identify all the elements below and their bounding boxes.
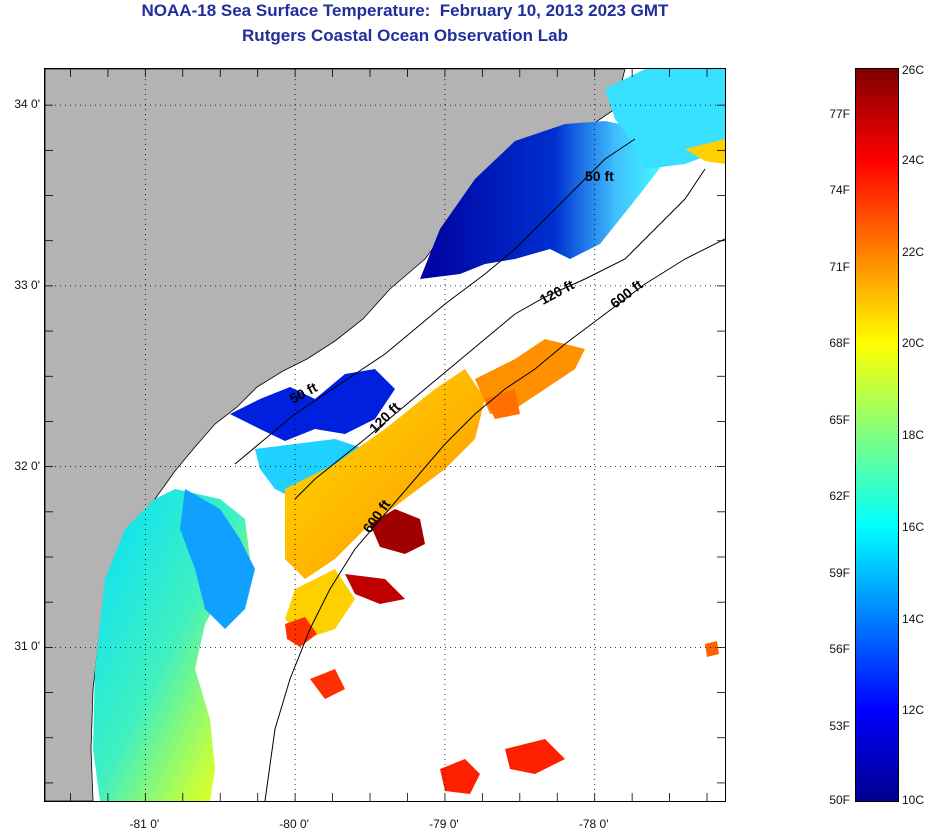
colorbar-fahrenheit-label: 50F	[829, 793, 850, 807]
sst-patch-red-5	[505, 739, 565, 774]
lon-tick-label: -78 0'	[578, 817, 609, 831]
sst-patch-red-7	[705, 641, 719, 657]
contour-label-50ft-north: 50 ft	[585, 168, 614, 184]
sst-patch-red-3	[345, 574, 405, 604]
graticule	[45, 69, 725, 801]
sst-patch-gulfstream-yellow	[285, 369, 485, 579]
colorbar-fahrenheit-label: 65F	[829, 412, 850, 427]
contour-label-600ft-north: 600 ft	[607, 276, 646, 311]
colorbar-fahrenheit-label: 53F	[829, 718, 850, 733]
colorbar-celsius-label: 18C	[902, 428, 925, 442]
lon-tick-label: -79 0'	[429, 817, 459, 831]
colorbar-fahrenheit-label: 74F	[829, 183, 850, 198]
contour-50ft	[234, 138, 636, 465]
sst-patch-sc-cyan	[255, 439, 365, 499]
colorbar-celsius-label: 22C	[902, 244, 925, 259]
contour-label-120ft-north: 120 ft	[537, 276, 577, 307]
sst-map-canvas: 50 ft 120 ft 600 ft 50 ft 120 ft 600 ft	[45, 69, 725, 801]
colorbar-fahrenheit-label: 59F	[829, 565, 850, 580]
sst-patch-red-2	[285, 617, 317, 647]
lat-tick-label: 33 0'	[14, 277, 40, 292]
lat-tick-label: 32 0'	[14, 458, 40, 473]
colorbar-fahrenheit-label: 68F	[829, 336, 850, 351]
colorbar-celsius-label: 26C	[902, 63, 925, 77]
contour-120ft	[294, 168, 706, 500]
lat-tick-label: 31 0'	[14, 639, 40, 654]
colorbar-fahrenheit-label: 71F	[829, 259, 850, 274]
lat-tick-label: 34 0'	[14, 97, 40, 112]
sst-patch-nc-yellow	[685, 139, 725, 164]
sst-patch-red-6	[310, 669, 345, 699]
sst-patch-gulfstream-orange-2	[485, 389, 520, 419]
colorbar-fahrenheit-label: 62F	[829, 489, 850, 504]
sst-patch-red-1	[370, 509, 425, 554]
sst-patch-red-4	[440, 759, 480, 794]
colorbar-celsius-label: 20C	[902, 336, 925, 351]
colorbar-celsius-label: 24C	[902, 152, 925, 167]
colorbar	[855, 68, 899, 802]
sst-patch-sc-blue	[230, 369, 395, 441]
colorbar-celsius-label: 14C	[902, 611, 925, 626]
lon-tick-label: -80 0'	[279, 817, 309, 831]
colorbar-celsius-label: 12C	[902, 703, 925, 718]
map-title: NOAA-18 Sea Surface Temperature: Februar…	[141, 1, 669, 20]
colorbar-celsius-label: 16C	[902, 519, 925, 534]
map-subtitle: Rutgers Coastal Ocean Observation Lab	[242, 26, 568, 45]
lon-tick-label: -81 0'	[129, 817, 160, 831]
sst-patch-nc-warm	[605, 69, 725, 169]
colorbar-fahrenheit-label: 56F	[829, 642, 850, 657]
sst-patch-ga-mid	[180, 489, 255, 629]
colorbar-fahrenheit-label: 77F	[829, 106, 850, 121]
sst-map: 50 ft 120 ft 600 ft 50 ft 120 ft 600 ft	[44, 68, 726, 802]
colorbar-celsius-label: 10C	[902, 793, 925, 807]
